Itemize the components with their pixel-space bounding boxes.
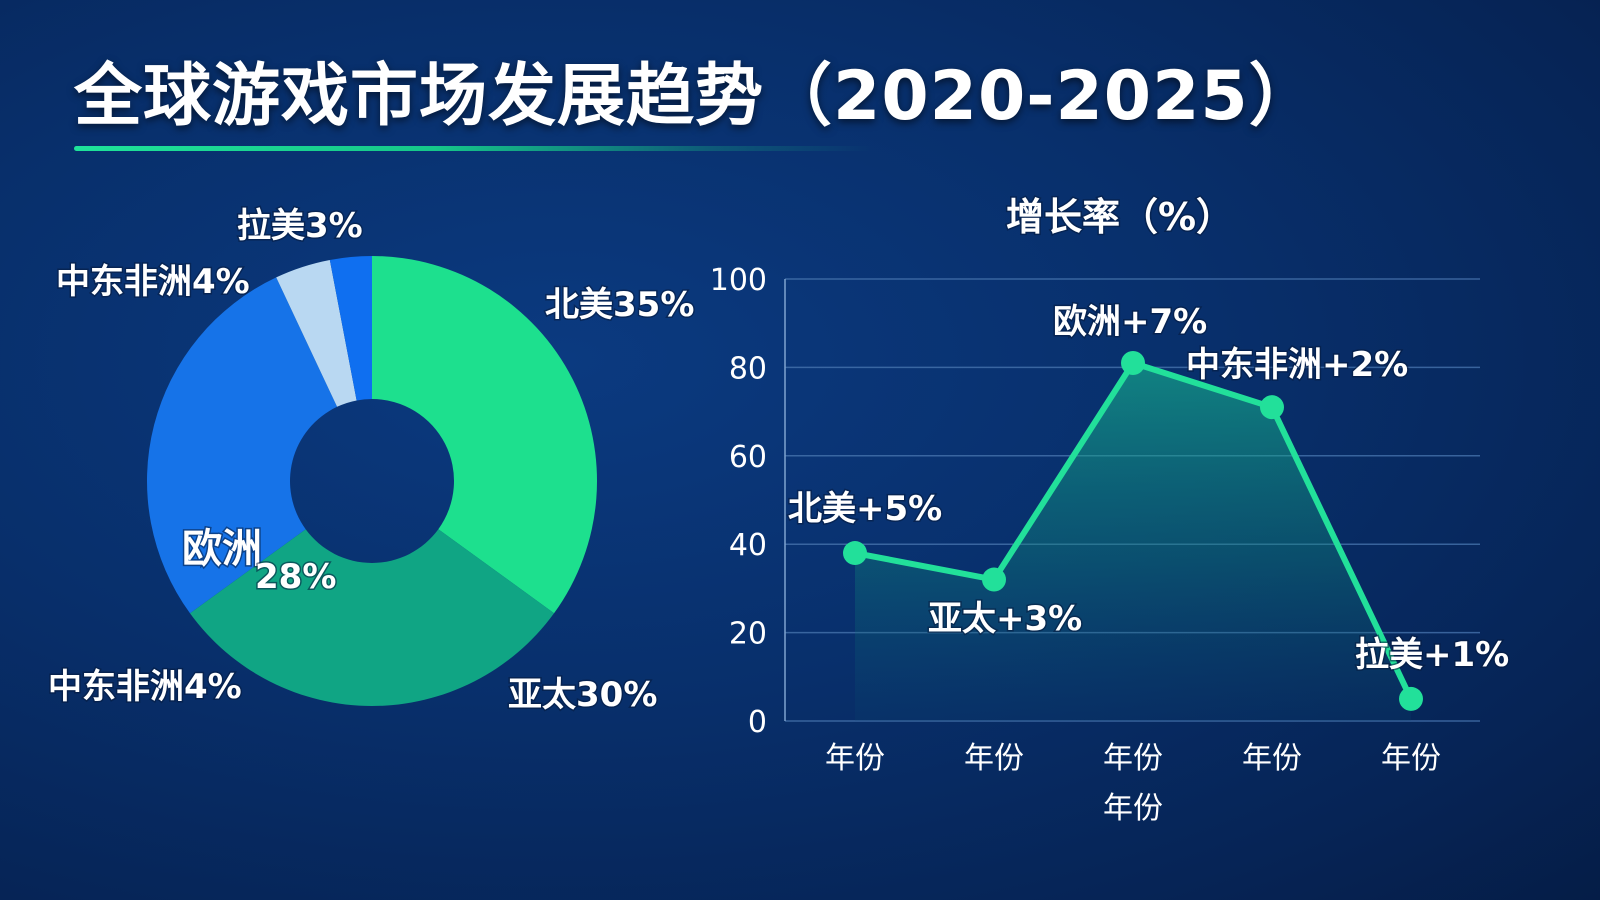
x-tick-label: 年份 [825,741,885,776]
data-point [982,567,1006,592]
data-point [1121,350,1145,375]
pie-slice [146,277,338,614]
x-tick-label: 年份 [964,741,1024,776]
y-tick-label: 80 [729,351,767,386]
y-tick-label: 60 [729,440,767,475]
data-point [843,541,867,566]
title-underline [74,146,874,151]
point-label: 欧洲+7% [1053,302,1207,342]
slide-title: 全球游戏市场发展趋势（2020-2025） [74,57,1318,136]
pie-slice-label: 欧洲 [182,526,262,572]
x-tick-label: 年份 [1103,741,1163,776]
y-tick-label: 0 [748,705,767,740]
x-tick-label: 年份 [1242,741,1302,776]
point-label: 北美+5% [788,489,942,529]
pie-slice-label: 28% [255,557,336,597]
pie-slice-label: 北美35% [545,285,694,325]
pie-slice [276,259,357,407]
pie-slice-label: 亚太30% [508,675,657,715]
pie-slice-label: 拉美3% [237,206,363,246]
point-label: 中东非洲+2% [1186,345,1408,385]
area-fill [855,362,1411,721]
y-tick-label: 20 [729,617,767,652]
pie-slice [329,256,372,401]
pie-slice-label: 中东非洲4% [56,262,250,302]
data-point [1399,686,1423,711]
y-tick-label: 100 [710,263,767,298]
x-axis-label: 年份 [1103,791,1163,826]
point-label: 拉美+1% [1355,635,1509,675]
x-tick-label: 年份 [1381,741,1441,776]
data-point [1260,395,1284,420]
line-chart-title: 增长率（%） [1006,195,1234,239]
pie-slice [189,529,555,707]
growth-line-chart: 增长率（%） 0 20 40 60 80 100 北美+5% 亚太+3% 欧洲+7%中东非洲+2%… [710,194,1511,827]
y-tick-label: 40 [729,528,767,563]
pie-slice-label: 中东非洲4% [48,667,242,707]
pie-slice [372,256,598,614]
point-label: 亚太+3% [928,599,1082,639]
